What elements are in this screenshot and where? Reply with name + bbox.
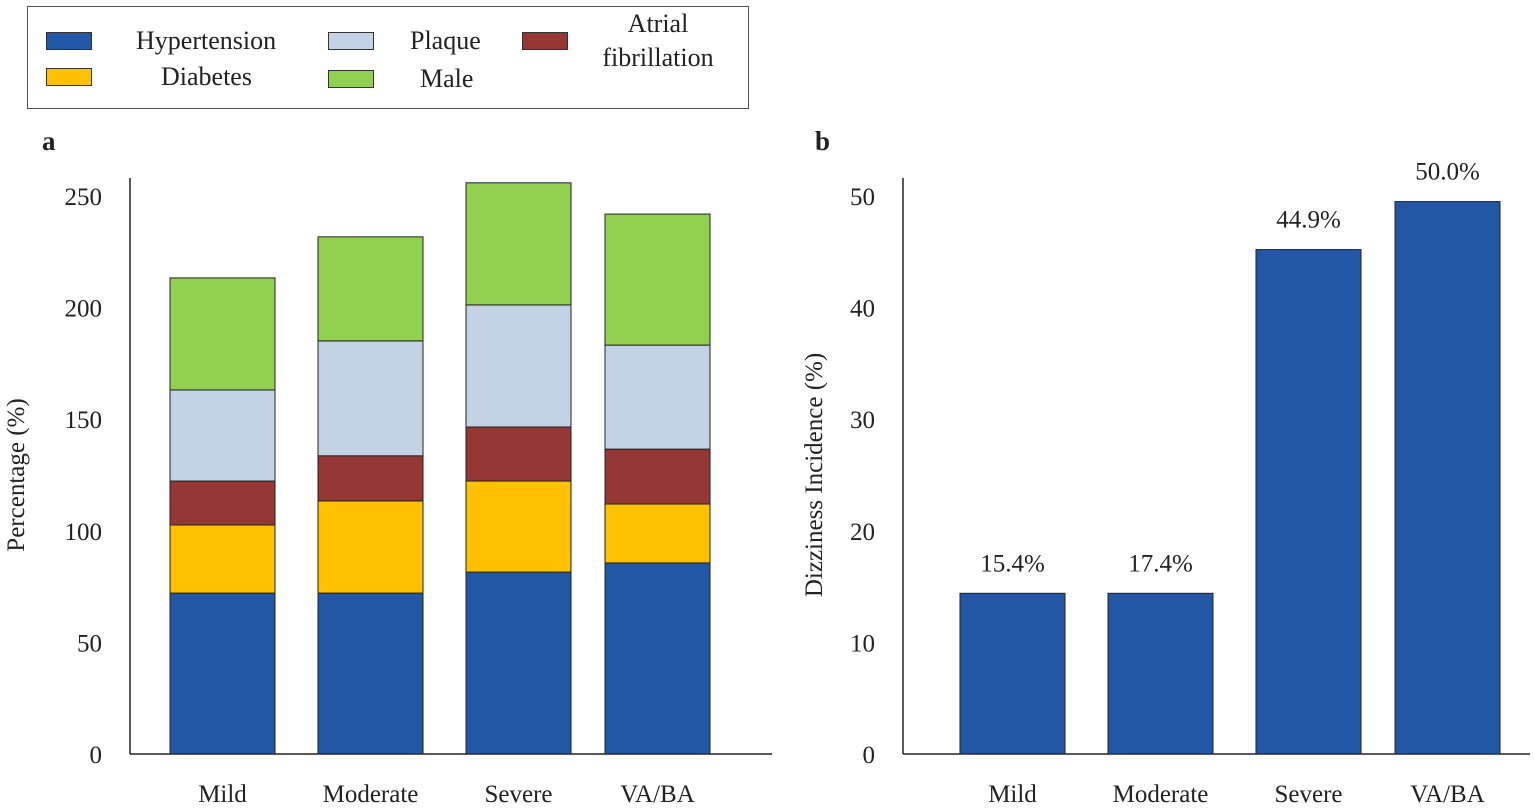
bar xyxy=(959,592,1066,755)
bar xyxy=(1255,249,1362,755)
bar xyxy=(1394,201,1501,755)
bar-segment-hypertension xyxy=(604,562,711,755)
bar-segment-atrial-fibrillation xyxy=(465,426,572,482)
bar-segment-diabetes xyxy=(604,503,711,564)
bar xyxy=(1107,592,1214,755)
x-tick-label: Moderate xyxy=(323,781,419,808)
legend-swatch-plaque xyxy=(328,32,374,50)
bar-segment-male xyxy=(465,182,572,306)
y-tick-label: 30 xyxy=(850,407,875,434)
y-tick-label: 250 xyxy=(65,184,103,211)
y-tick-label: 50 xyxy=(77,630,102,657)
x-tick-label: Severe xyxy=(484,781,552,808)
legend-swatch-male xyxy=(328,70,374,88)
x-tick-label: VA/BA xyxy=(620,781,695,808)
legend-item-male: Male xyxy=(328,65,473,93)
y-tick-label: 40 xyxy=(850,296,875,323)
legend-swatch-diabetes xyxy=(46,68,92,86)
bar-segment-diabetes xyxy=(465,480,572,573)
bar-segment-atrial-fibrillation xyxy=(169,480,276,526)
x-tick-label: Mild xyxy=(198,781,247,808)
x-tick-label: Mild xyxy=(988,781,1037,808)
panel-label: b xyxy=(815,126,830,156)
x-tick-label: Severe xyxy=(1274,781,1342,808)
bar-segment-male xyxy=(604,213,711,346)
data-label: 44.9% xyxy=(1276,207,1341,234)
legend-swatch-hypertension xyxy=(46,32,92,50)
legend-item-plaque: Plaque xyxy=(328,27,481,55)
panel-b: 0 10 20 30 40 50 b Dizziness Incidence (%) 15.4%… xyxy=(801,126,1530,808)
y-tick-label: 150 xyxy=(65,407,103,434)
panel-label: a xyxy=(42,126,56,156)
legend-label: Atrial fibrillation xyxy=(602,9,714,72)
legend-label: Diabetes xyxy=(161,62,252,91)
bar-segment-diabetes xyxy=(169,524,276,594)
y-tick-label: 0 xyxy=(90,742,103,769)
bar-segment-plaque xyxy=(317,340,424,457)
bar-segment-male xyxy=(317,236,424,342)
legend-item-hypertension: Hypertension xyxy=(46,27,276,55)
legend-item-atrial-fibrillation: Atrial fibrillation xyxy=(522,7,728,75)
legend: Hypertension Diabetes Plaque Male Atrial… xyxy=(27,6,749,109)
bar-segment-diabetes xyxy=(317,500,424,594)
bar-segment-atrial-fibrillation xyxy=(317,455,424,502)
bar-segment-plaque xyxy=(465,304,572,428)
y-tick-label: 0 xyxy=(863,742,876,769)
bar-segment-atrial-fibrillation xyxy=(604,448,711,505)
legend-label: Plaque xyxy=(410,26,481,55)
bar-segment-hypertension xyxy=(465,571,572,755)
bar-segment-male xyxy=(169,277,276,391)
legend-label: Male xyxy=(420,64,474,93)
data-label: 15.4% xyxy=(980,550,1045,577)
bar-segment-hypertension xyxy=(317,592,424,755)
legend-swatch-atrial-fibrillation xyxy=(522,32,568,50)
y-tick-label: 200 xyxy=(65,296,103,323)
panel-a: 0 50 100 150 200 250 a Percentage (%) Mild Modera… xyxy=(3,126,772,808)
bar-segment-plaque xyxy=(604,344,711,450)
y-axis-title: Percentage (%) xyxy=(3,398,30,551)
legend-item-diabetes: Diabetes xyxy=(46,63,252,91)
data-label: 50.0% xyxy=(1415,159,1480,186)
data-label: 17.4% xyxy=(1128,550,1193,577)
y-tick-label: 20 xyxy=(850,519,875,546)
y-axis-title: Dizziness Incidence (%) xyxy=(801,353,828,597)
bar-segment-hypertension xyxy=(169,592,276,755)
legend-label: Hypertension xyxy=(136,26,277,55)
bar-segment-plaque xyxy=(169,389,276,482)
y-tick-label: 100 xyxy=(65,519,103,546)
y-tick-label: 50 xyxy=(850,184,875,211)
x-tick-label: Moderate xyxy=(1113,781,1209,808)
y-tick-label: 10 xyxy=(850,630,875,657)
x-tick-label: VA/BA xyxy=(1410,781,1485,808)
